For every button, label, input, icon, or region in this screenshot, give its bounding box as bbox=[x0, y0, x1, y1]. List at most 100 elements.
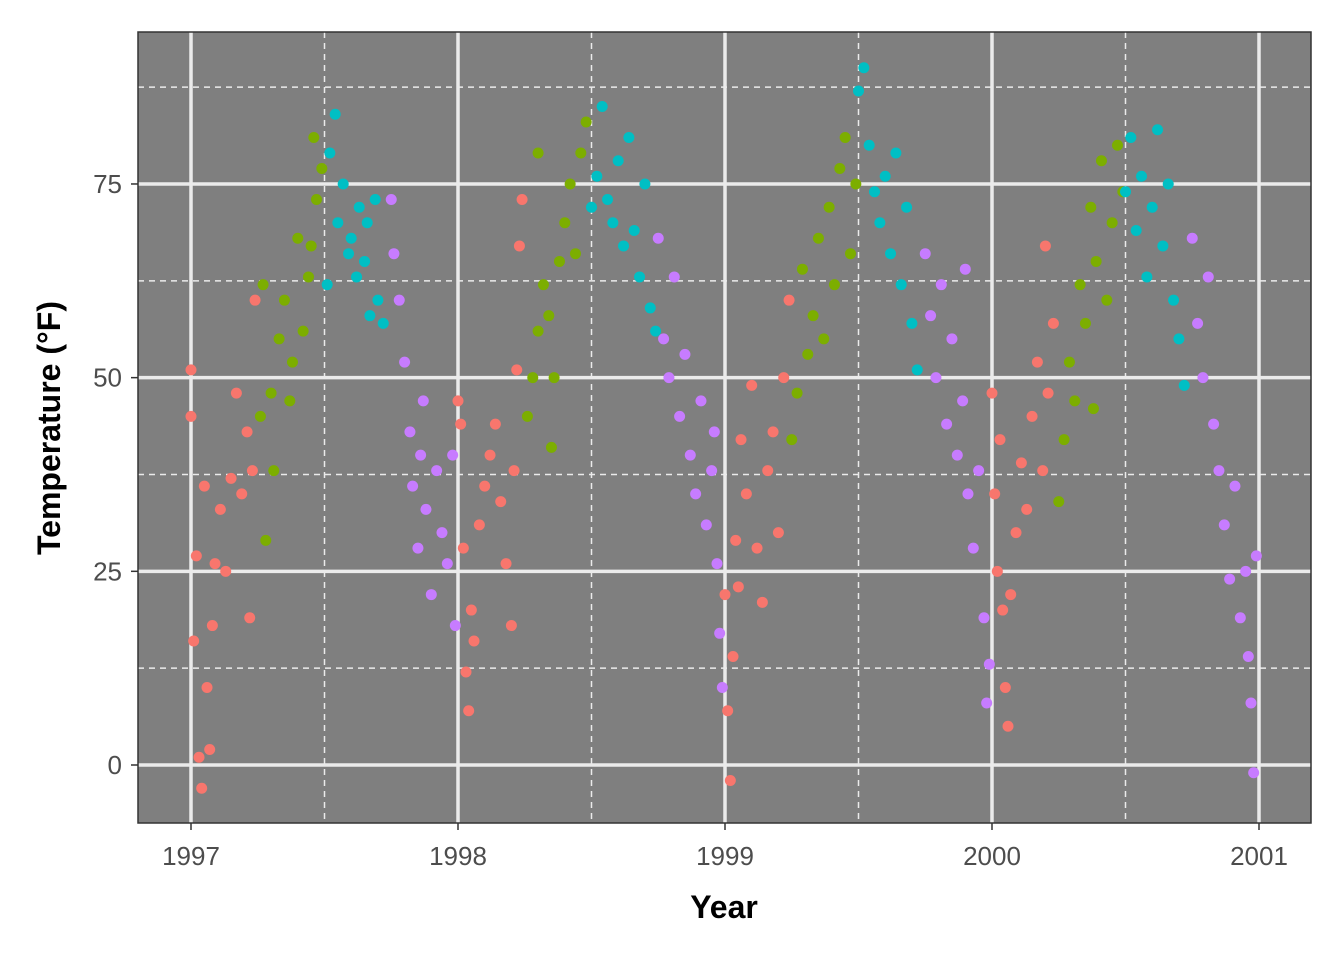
data-point bbox=[1152, 124, 1164, 136]
data-point bbox=[885, 248, 897, 260]
x-tick-label: 2000 bbox=[963, 841, 1021, 871]
data-point bbox=[407, 480, 419, 492]
data-point bbox=[623, 131, 635, 143]
data-point bbox=[1063, 356, 1075, 368]
data-point bbox=[628, 224, 640, 236]
data-point bbox=[1208, 418, 1220, 430]
data-point bbox=[310, 193, 322, 205]
data-point bbox=[652, 232, 664, 244]
data-point bbox=[532, 147, 544, 159]
data-point bbox=[591, 170, 603, 182]
data-point bbox=[527, 372, 539, 384]
data-point bbox=[919, 248, 931, 260]
data-point bbox=[505, 620, 517, 632]
data-point bbox=[1136, 170, 1148, 182]
data-point bbox=[1074, 279, 1086, 291]
data-point bbox=[214, 503, 226, 515]
data-point bbox=[521, 410, 533, 422]
data-point bbox=[802, 348, 814, 360]
data-point bbox=[372, 294, 384, 306]
data-point bbox=[850, 178, 862, 190]
data-point bbox=[957, 395, 969, 407]
data-point bbox=[997, 604, 1009, 616]
data-point bbox=[441, 558, 453, 570]
data-point bbox=[246, 465, 258, 477]
data-point bbox=[532, 325, 544, 337]
data-point bbox=[962, 488, 974, 500]
data-point bbox=[1218, 519, 1230, 531]
data-point bbox=[874, 217, 886, 229]
data-point bbox=[658, 333, 670, 345]
data-point bbox=[719, 589, 731, 601]
data-point bbox=[575, 147, 587, 159]
data-point bbox=[1037, 465, 1049, 477]
data-points bbox=[185, 62, 1262, 794]
data-point bbox=[1234, 612, 1246, 624]
data-point bbox=[1245, 697, 1257, 709]
data-point bbox=[978, 612, 990, 624]
data-point bbox=[284, 395, 296, 407]
data-point bbox=[708, 426, 720, 438]
data-point bbox=[1053, 496, 1065, 508]
data-point bbox=[679, 348, 691, 360]
data-point bbox=[559, 217, 571, 229]
data-point bbox=[417, 395, 429, 407]
data-point bbox=[1224, 573, 1236, 585]
data-point bbox=[185, 364, 197, 376]
data-point bbox=[951, 449, 963, 461]
data-point bbox=[607, 217, 619, 229]
data-point bbox=[241, 426, 253, 438]
data-point bbox=[634, 271, 646, 283]
axes: 1997 1998 1999 2000 2001 0 25 50 75 bbox=[93, 169, 1288, 871]
data-point bbox=[1106, 217, 1118, 229]
data-point bbox=[724, 774, 736, 786]
data-point bbox=[369, 193, 381, 205]
data-point bbox=[1125, 131, 1137, 143]
data-point bbox=[204, 744, 216, 756]
data-point bbox=[834, 162, 846, 174]
data-point bbox=[249, 294, 261, 306]
data-point bbox=[361, 217, 373, 229]
y-tick-label: 50 bbox=[93, 363, 122, 393]
data-point bbox=[941, 418, 953, 430]
data-point bbox=[1079, 317, 1091, 329]
data-point bbox=[511, 364, 523, 376]
data-point bbox=[602, 193, 614, 205]
data-point bbox=[716, 682, 728, 694]
data-point bbox=[663, 372, 675, 384]
data-point bbox=[1085, 201, 1097, 213]
data-point bbox=[201, 682, 213, 694]
data-point bbox=[858, 62, 870, 74]
data-point bbox=[1250, 550, 1262, 562]
data-point bbox=[345, 232, 357, 244]
data-point bbox=[1168, 294, 1180, 306]
data-point bbox=[236, 488, 248, 500]
data-point bbox=[756, 596, 768, 608]
data-point bbox=[586, 201, 597, 213]
data-point bbox=[786, 434, 798, 446]
x-tick-label: 1999 bbox=[696, 841, 754, 871]
data-point bbox=[839, 131, 851, 143]
data-point bbox=[484, 449, 496, 461]
data-point bbox=[273, 333, 285, 345]
data-point bbox=[329, 108, 341, 120]
data-point bbox=[925, 310, 937, 322]
data-point bbox=[457, 542, 469, 554]
data-point bbox=[740, 488, 752, 500]
data-point bbox=[479, 480, 491, 492]
data-point bbox=[1120, 186, 1131, 198]
data-point bbox=[412, 542, 424, 554]
data-point bbox=[844, 248, 856, 260]
data-point bbox=[545, 441, 557, 453]
data-point bbox=[722, 705, 734, 717]
data-point bbox=[1058, 434, 1070, 446]
data-point bbox=[807, 310, 819, 322]
data-point bbox=[321, 279, 333, 291]
data-point bbox=[639, 178, 651, 190]
data-point bbox=[324, 147, 336, 159]
data-point bbox=[308, 131, 320, 143]
data-point bbox=[973, 465, 985, 477]
data-point bbox=[1031, 356, 1043, 368]
data-point bbox=[452, 395, 464, 407]
